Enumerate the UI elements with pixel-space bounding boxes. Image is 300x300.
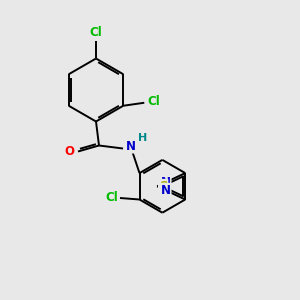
Text: H: H: [138, 133, 147, 143]
Text: S: S: [159, 180, 167, 193]
Text: N: N: [125, 140, 136, 153]
Text: O: O: [64, 145, 75, 158]
Text: Cl: Cl: [105, 191, 118, 204]
Text: Cl: Cl: [90, 26, 102, 39]
Text: N: N: [160, 176, 171, 189]
Text: Cl: Cl: [147, 95, 160, 108]
Text: N: N: [160, 184, 171, 197]
